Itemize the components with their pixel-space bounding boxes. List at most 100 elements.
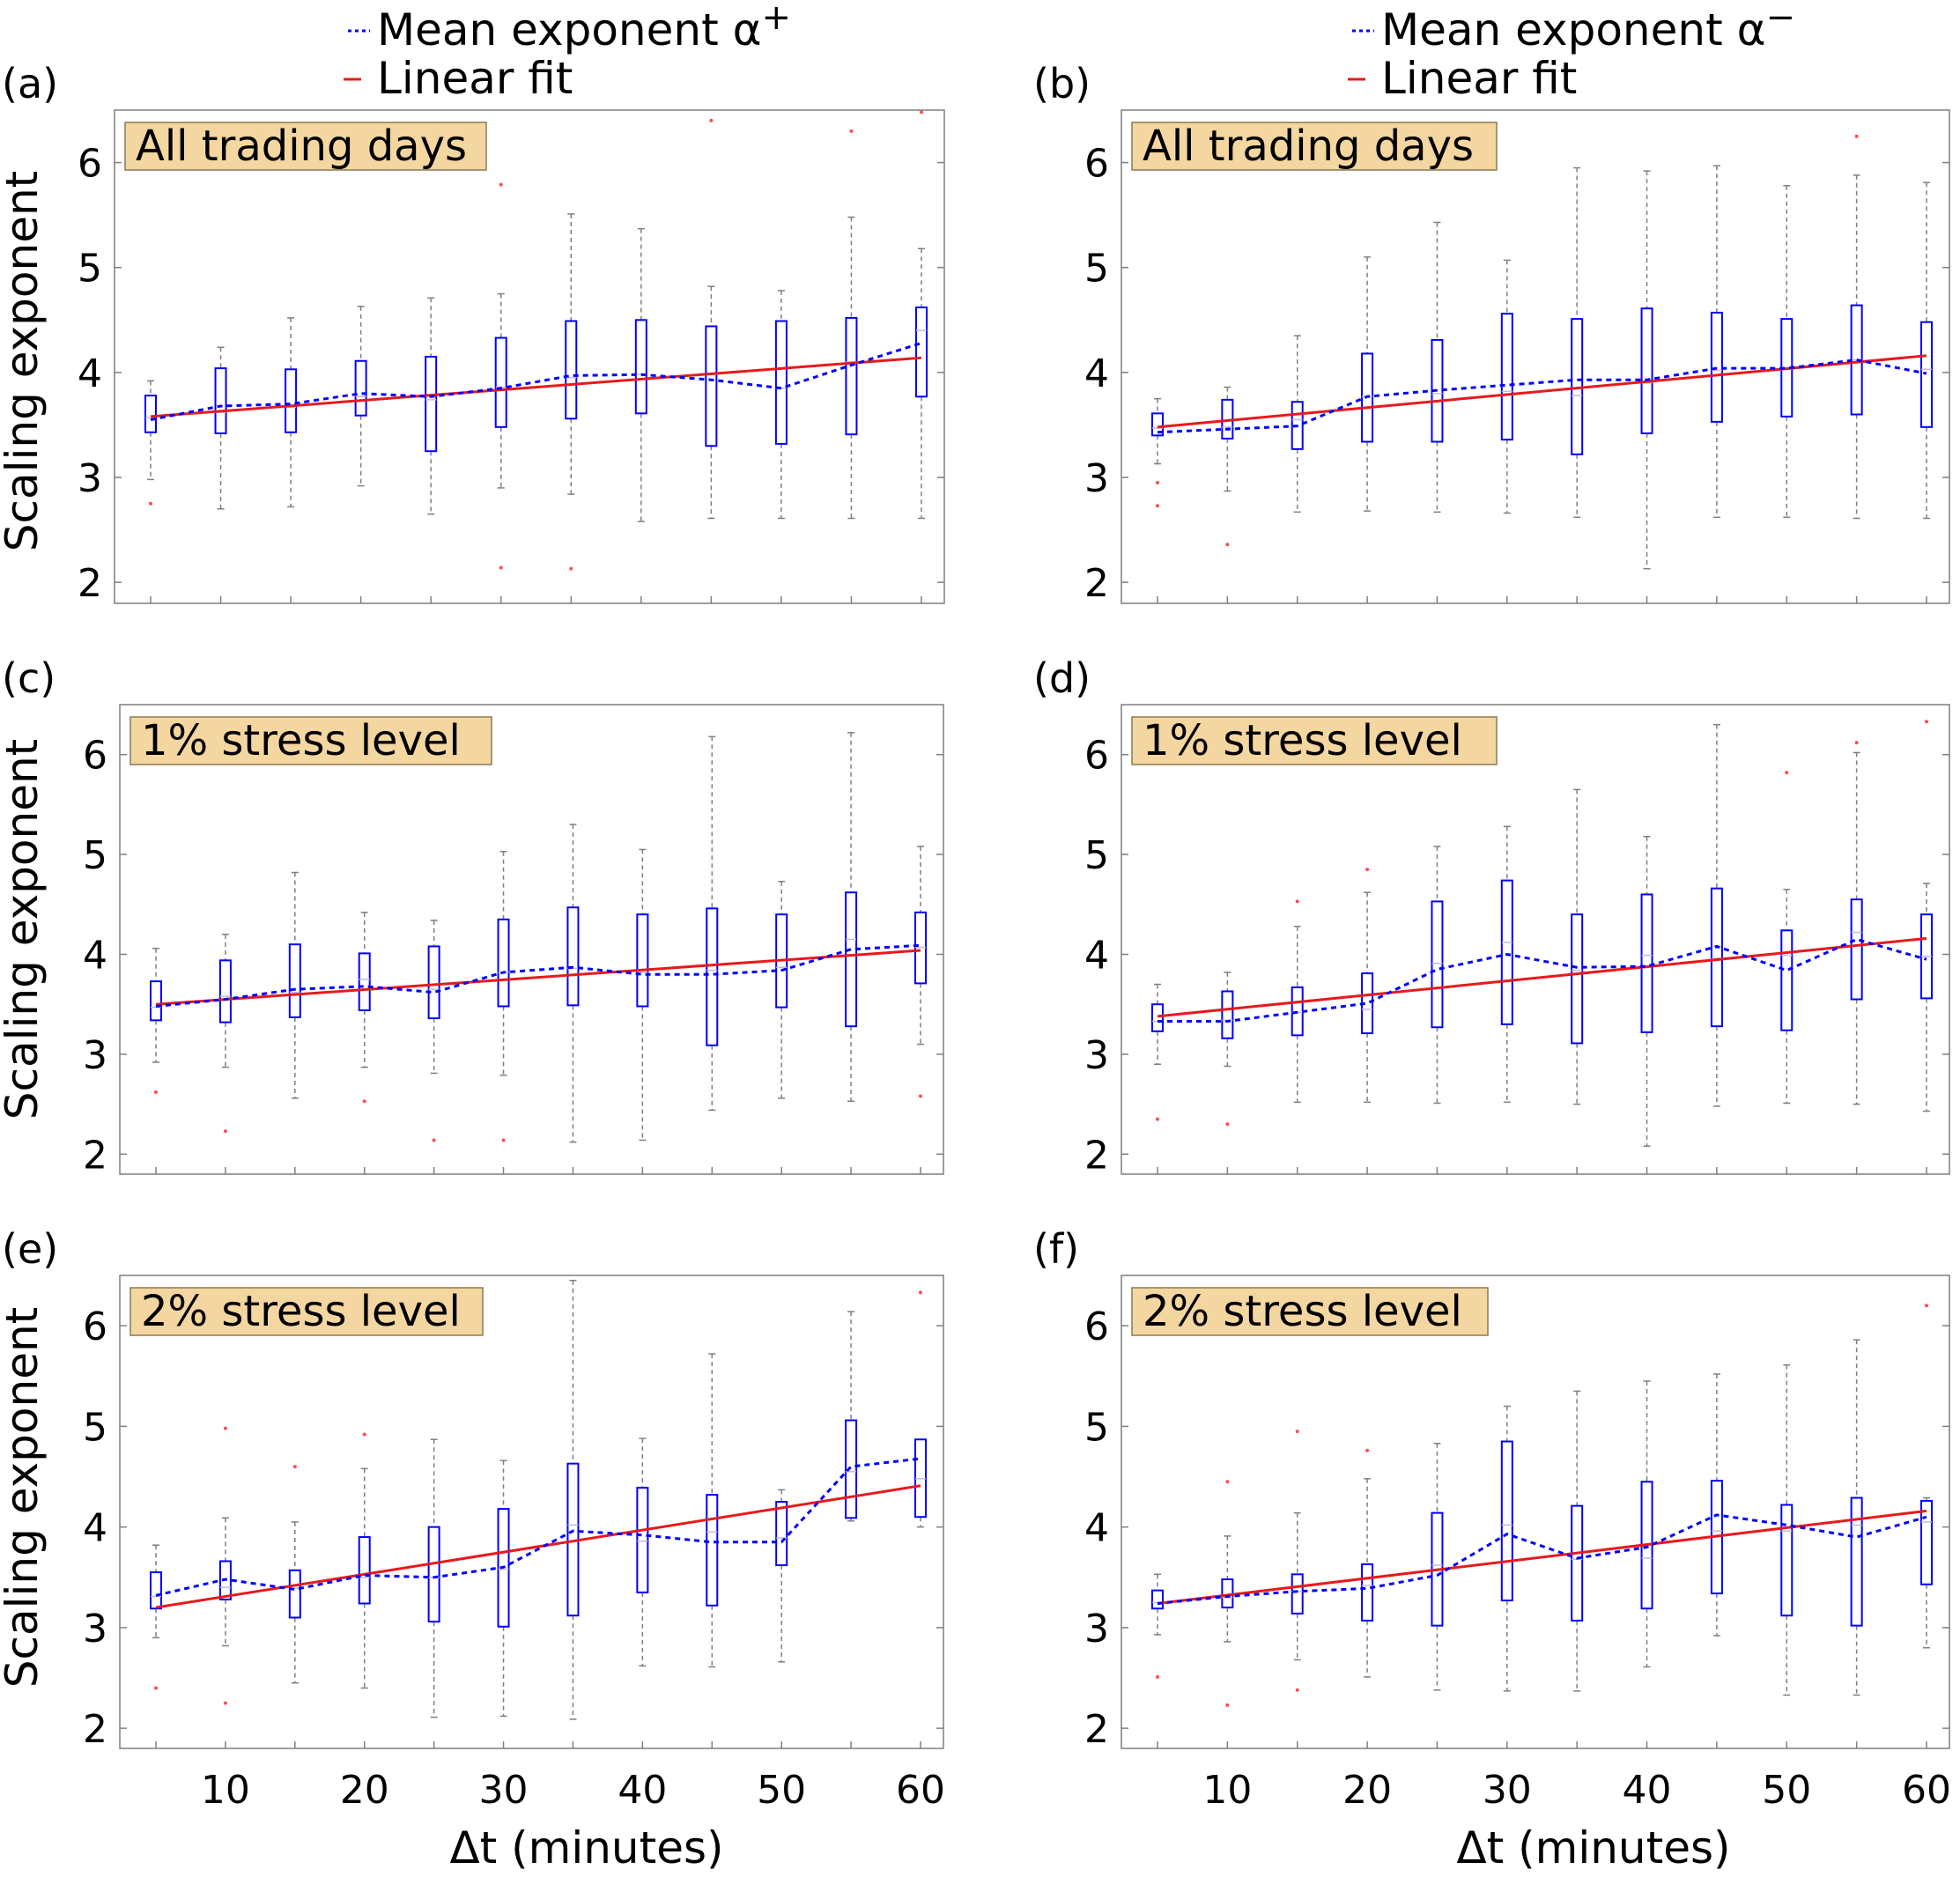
box-iqr (288, 1569, 301, 1619)
plot-frame (119, 1275, 944, 1749)
box (497, 850, 510, 1076)
box (1361, 1478, 1374, 1678)
box-iqr (1571, 1504, 1584, 1622)
box (845, 216, 858, 520)
box (914, 846, 927, 1046)
panel-tag-label: All trading days (136, 122, 467, 171)
box (706, 735, 719, 1112)
plot-frame (114, 109, 945, 604)
x-tick-label: 50 (757, 1768, 806, 1813)
box-iqr (1361, 352, 1374, 443)
panel-letter: (a) (2, 60, 58, 107)
box (285, 317, 298, 508)
box (566, 1279, 580, 1720)
x-tick-label: 30 (479, 1768, 529, 1813)
box-iqr (1920, 1499, 1933, 1585)
box-iqr (845, 316, 858, 436)
box (1221, 972, 1234, 1068)
y-tick-label: 3 (1084, 1033, 1109, 1078)
box-iqr (634, 319, 647, 415)
box-iqr (1640, 307, 1653, 434)
outlier-point (1156, 480, 1159, 484)
box (144, 380, 157, 481)
box (775, 880, 788, 1099)
outlier-point (292, 1465, 297, 1469)
panel-letter: (b) (1033, 60, 1091, 107)
panel-tag-label: 2% stress level (1143, 1287, 1462, 1336)
box-iqr (1640, 893, 1653, 1033)
box-iqr (214, 367, 227, 434)
y-axis-label-row3: Scaling exponent (0, 1307, 48, 1689)
box (775, 1489, 788, 1663)
linear-fit-line (1157, 354, 1927, 429)
panel-tag: All trading days (124, 122, 487, 171)
panels: 2 3 4 5 6 All trading days (a) 2 3 4 5 6 All trading… (2, 60, 1951, 1813)
y-tick-label: 2 (78, 561, 102, 606)
outlier-point (1156, 1117, 1159, 1121)
box (636, 848, 649, 1142)
panel-tag: 1% stress level (129, 716, 492, 765)
box (1431, 846, 1444, 1105)
box (1571, 1390, 1584, 1692)
box (150, 1544, 162, 1639)
box-iqr (1151, 412, 1164, 437)
y-tick-label: 6 (1084, 142, 1109, 187)
box (706, 1353, 719, 1668)
box (354, 306, 367, 487)
y-axis-label-row2: Scaling exponent (0, 739, 48, 1120)
box (705, 285, 718, 520)
box-iqr (1850, 1496, 1863, 1627)
panel-tag-box (1131, 1287, 1489, 1336)
panel-tag-label: 1% stress level (141, 716, 461, 765)
outlier-point (920, 110, 923, 115)
y-tick-label: 5 (1084, 247, 1109, 292)
x-tick-label: 60 (896, 1768, 945, 1813)
outlier-point (223, 1129, 227, 1134)
box (1500, 259, 1513, 514)
box (1221, 1535, 1234, 1643)
plot-frame (1121, 1275, 1950, 1749)
outlier-point (1365, 868, 1370, 872)
panel-letter: (f) (1033, 1225, 1079, 1273)
box-iqr (775, 1501, 788, 1567)
y-tick-label: 3 (1084, 456, 1109, 501)
y-tick-label: 4 (83, 934, 107, 979)
box-iqr (774, 320, 788, 445)
box-iqr (1710, 887, 1723, 1028)
box (1291, 926, 1304, 1104)
x-tick-label: 10 (201, 1768, 250, 1813)
y-tick-label: 6 (1084, 734, 1109, 779)
outlier-point (154, 1686, 158, 1690)
box-iqr (845, 891, 858, 1028)
panel-letter: (d) (1033, 654, 1091, 702)
linear-fit-line (155, 949, 921, 1006)
y-tick-label: 4 (78, 351, 102, 396)
mean-exponent-line (155, 1457, 921, 1597)
outlier-point (1156, 504, 1159, 508)
panel-e: 2 3 4 5 6 10 20 30 40 50 60 2% stress level (e) (2, 1225, 945, 1813)
y-tick-label: 5 (1084, 1405, 1109, 1450)
box-iqr (1151, 1589, 1164, 1610)
y-tick-label: 2 (83, 1707, 107, 1752)
y-tick-label: 6 (1084, 1304, 1109, 1349)
outlier-point (1295, 1688, 1299, 1692)
outlier-point (1785, 771, 1789, 775)
box (214, 346, 227, 510)
y-tick-label: 3 (78, 456, 102, 501)
box (1640, 170, 1653, 570)
outlier-point (154, 1090, 158, 1095)
x-tick-label: 20 (340, 1768, 389, 1813)
box (288, 871, 301, 1099)
box-iqr (150, 1571, 162, 1610)
outlier-point (501, 1138, 506, 1142)
linear-fit-line (155, 1484, 921, 1609)
legend-mean-label: Mean exponent α+ (377, 0, 791, 55)
box (358, 1467, 371, 1689)
y-tick-label: 3 (83, 1607, 107, 1652)
panel-d: 2 3 4 5 6 1% stress level (d) (1033, 654, 1950, 1178)
panel-tag-label: 2% stress level (141, 1287, 461, 1336)
box-iqr (1361, 1563, 1374, 1622)
box-iqr (354, 359, 367, 417)
box-iqr (144, 395, 157, 433)
